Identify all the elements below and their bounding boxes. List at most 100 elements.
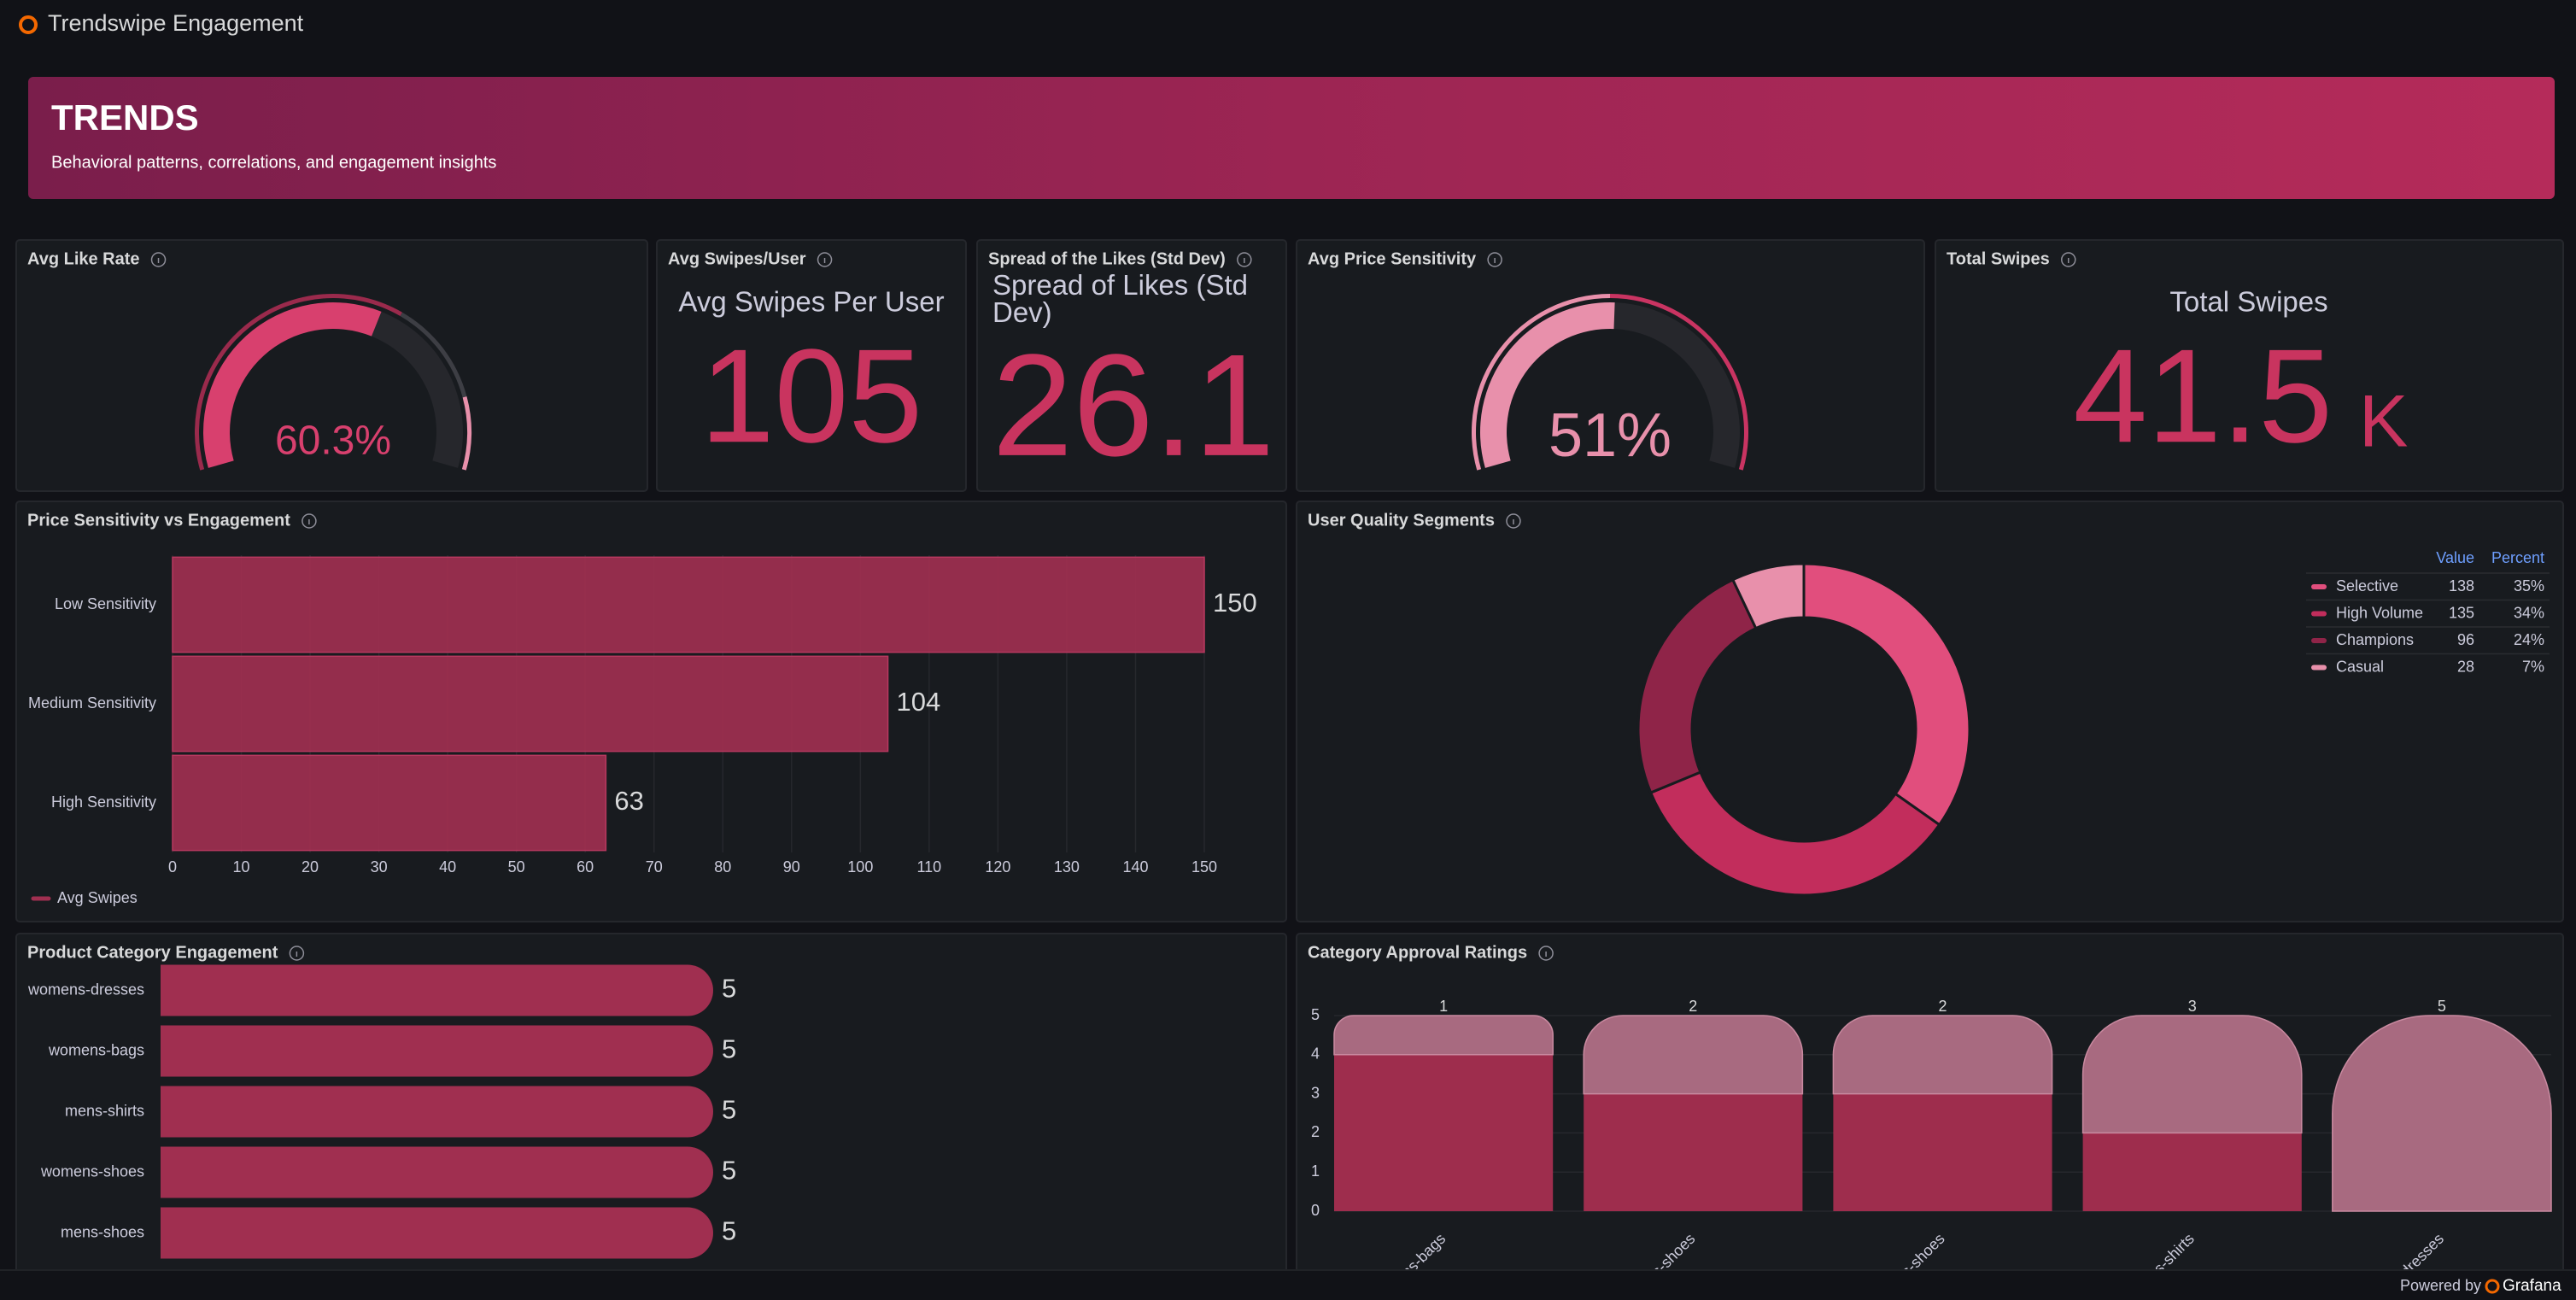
- bar-segment: [2081, 1015, 2303, 1134]
- panel-title: Spread of the Likes (Std Dev): [988, 249, 1226, 268]
- donut-slice: [1730, 562, 1806, 630]
- info-icon[interactable]: [1506, 513, 1521, 529]
- donut-slice: [1648, 770, 1941, 897]
- info-icon[interactable]: [2061, 252, 2076, 267]
- gauge-value-label: 60.3%: [275, 419, 391, 464]
- value-label: 5: [722, 1216, 736, 1246]
- gauge-threshold: [400, 312, 467, 398]
- panel-title: Avg Swipes/User: [668, 249, 806, 268]
- legend-swatch: [2311, 584, 2327, 589]
- bar-segment: [2082, 1133, 2302, 1211]
- info-icon[interactable]: [302, 513, 317, 529]
- banner-title: TRENDS: [51, 97, 199, 138]
- panel: [1296, 239, 1925, 492]
- x-tick-label: 150: [1191, 858, 1217, 875]
- x-tick-label: 0: [168, 858, 177, 875]
- bar: [172, 556, 1205, 653]
- banner-subtitle: Behavioral patterns, correlations, and e…: [51, 153, 496, 172]
- value-label: 104: [897, 687, 941, 717]
- legend-percent: 24%: [2514, 631, 2544, 648]
- y-tick-label: 1: [1311, 1162, 1320, 1180]
- donut-slice: [1802, 562, 1971, 827]
- value-label: 2: [1689, 998, 1697, 1015]
- y-tick-label: mens-shirts: [65, 1102, 144, 1119]
- footer-bar: [0, 1270, 2576, 1300]
- y-tick-label: 4: [1311, 1045, 1320, 1063]
- legend-label: Avg Swipes: [57, 889, 138, 906]
- donut-slice: [1636, 577, 1758, 795]
- bar-segment: [1583, 1015, 1804, 1095]
- legend-percent: 7%: [2522, 658, 2544, 675]
- bar: [161, 1146, 713, 1198]
- value-label: 1: [1439, 998, 1448, 1015]
- grafana-logo[interactable]: [19, 15, 38, 34]
- value-label: 5: [722, 974, 736, 1004]
- x-tick-label: 60: [577, 858, 594, 875]
- legend-label: Casual: [2336, 658, 2384, 675]
- y-tick-label: womens-shoes: [40, 1162, 144, 1180]
- value-label: 5: [722, 1156, 736, 1186]
- legend-header: Percent: [2491, 549, 2544, 566]
- x-tick-label: 10: [233, 858, 250, 875]
- stat-value: 41.5: [2073, 322, 2333, 471]
- y-tick-label: 5: [1311, 1006, 1320, 1023]
- bar: [172, 754, 607, 852]
- panel-title: Total Swipes: [1947, 249, 2050, 268]
- legend-percent: 34%: [2514, 604, 2544, 621]
- bar-segment: [1334, 1054, 1554, 1211]
- x-tick-label: 120: [985, 858, 1010, 875]
- panel: [976, 239, 1287, 492]
- x-tick-label: 50: [508, 858, 525, 875]
- stat-label: Spread of Likes (Std Dev): [992, 269, 1248, 328]
- panel: [1935, 239, 2564, 492]
- info-icon[interactable]: [1538, 946, 1554, 961]
- legend-value: 96: [2457, 631, 2474, 648]
- footer-brand: Grafana: [2503, 1277, 2561, 1295]
- bar: [161, 964, 713, 1016]
- info-icon[interactable]: [289, 946, 305, 961]
- dashboard-title[interactable]: Trendswipe Engagement: [48, 10, 304, 36]
- x-tick-label: 140: [1122, 858, 1148, 875]
- bar: [161, 1086, 713, 1138]
- y-tick-label: 2: [1311, 1123, 1320, 1140]
- info-icon[interactable]: [1237, 252, 1252, 267]
- bar-segment: [1832, 1015, 2053, 1095]
- x-tick-label: 130: [1054, 858, 1080, 875]
- info-icon[interactable]: [1487, 252, 1502, 267]
- legend-label: Champions: [2336, 631, 2414, 648]
- stat-label: Total Swipes: [2169, 286, 2327, 318]
- x-tick-label: 40: [439, 858, 456, 875]
- legend-value: 28: [2457, 658, 2474, 675]
- panel: [656, 239, 967, 492]
- gauge-value: [1480, 302, 1615, 468]
- x-tick-label: 110: [917, 858, 942, 875]
- x-tick-label: 70: [646, 858, 663, 875]
- bar-segment: [1833, 1093, 2052, 1211]
- y-tick-label: womens-bags: [48, 1041, 144, 1058]
- legend-label: High Volume: [2336, 604, 2423, 621]
- value-label: 5: [722, 1095, 736, 1125]
- x-tick-label: 90: [783, 858, 800, 875]
- info-icon[interactable]: [817, 252, 833, 267]
- value-label: 5: [722, 1034, 736, 1064]
- panel-title: Category Approval Ratings: [1308, 943, 1527, 962]
- info-icon[interactable]: [150, 252, 167, 267]
- banner: [28, 77, 2555, 199]
- legend-percent: 35%: [2514, 577, 2544, 594]
- bar: [161, 1025, 713, 1077]
- panel-title: Avg Like Rate: [27, 249, 140, 268]
- gauge-value: [203, 302, 382, 468]
- legend-value: 135: [2449, 604, 2474, 621]
- stat-unit: K: [2359, 381, 2408, 463]
- panel-title: Product Category Engagement: [27, 943, 278, 962]
- legend-swatch: [2311, 665, 2327, 670]
- x-tick-label: 100: [847, 858, 873, 875]
- y-tick-label: 0: [1311, 1202, 1320, 1219]
- panel-title: User Quality Segments: [1308, 511, 1495, 530]
- x-tick-label: 80: [714, 858, 731, 875]
- value-label: 5: [2438, 998, 2446, 1015]
- stat-label: Avg Swipes Per User: [678, 286, 944, 318]
- panel-title: Avg Price Sensitivity: [1308, 249, 1477, 268]
